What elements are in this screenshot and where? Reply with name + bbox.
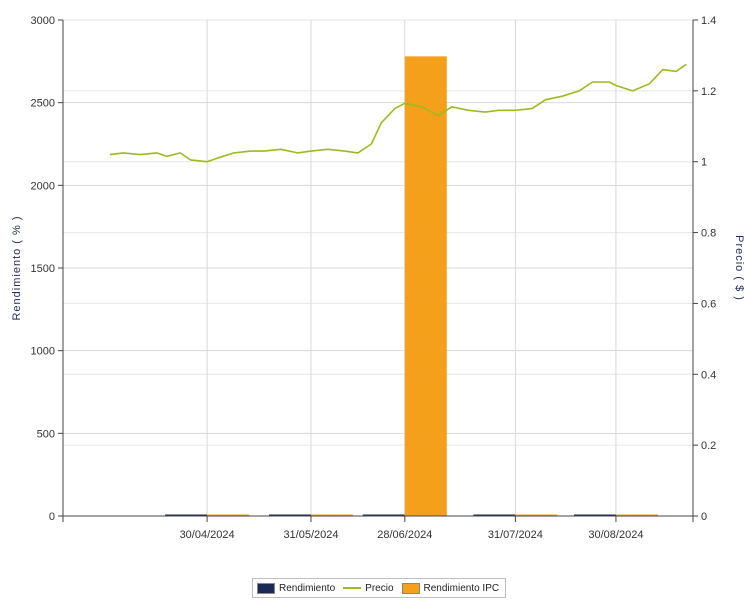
right-axis-ticks: 0 0.2 0.4 0.6 0.8 1 1.2 1.4 <box>693 15 716 523</box>
right-tick-label: 1.2 <box>701 86 716 98</box>
right-axis-title: Precio ( $ ) <box>733 235 744 301</box>
right-tick-label: 0.4 <box>701 369 716 381</box>
x-tick-label: 31/07/2024 <box>488 529 543 541</box>
left-tick-label: 0 <box>49 511 55 523</box>
bar-rendimiento-ipc <box>515 514 558 516</box>
bar-rendimiento <box>573 514 616 516</box>
right-tick-label: 0 <box>701 511 707 523</box>
left-axis-title: Rendimiento ( % ) <box>11 215 23 320</box>
legend-swatch <box>257 582 275 594</box>
right-tick-label: 1.4 <box>701 15 716 27</box>
x-tick-label: 28/06/2024 <box>377 529 432 541</box>
bar-rendimiento <box>268 514 311 516</box>
right-tick-label: 1 <box>701 157 707 169</box>
legend-item-rendimiento-ipc: Rendimiento IPC <box>401 582 500 594</box>
legend-item-precio: Precio <box>343 582 394 594</box>
x-tick-label: 30/04/2024 <box>180 529 235 541</box>
x-tick-label: 30/08/2024 <box>588 529 643 541</box>
left-tick-label: 2500 <box>31 98 55 110</box>
legend: Rendimiento Precio Rendimiento IPC <box>252 578 507 598</box>
left-tick-label: 1000 <box>31 346 55 358</box>
legend-item-rendimiento: Rendimiento <box>257 582 336 594</box>
legend-label: Rendimiento IPC <box>423 582 500 594</box>
left-tick-label: 500 <box>37 428 55 440</box>
left-axis-ticks: 0 500 1000 1500 2000 2500 3000 <box>31 15 63 523</box>
right-tick-label: 0.2 <box>701 440 716 452</box>
bar-rendimiento-ipc <box>404 56 447 517</box>
left-tick-label: 2000 <box>31 180 55 192</box>
bar-rendimiento <box>473 514 516 516</box>
chart: 0 500 1000 1500 2000 2500 3000 0 0.2 0.4 0.6 0.8 1 1… <box>11 15 744 541</box>
legend-swatch <box>343 587 362 589</box>
x-tick-label: 31/05/2024 <box>283 529 338 541</box>
grid-lines <box>63 19 693 517</box>
bar-rendimiento-ipc <box>207 514 250 516</box>
legend-label: Rendimiento <box>279 582 336 594</box>
bar-series <box>165 56 658 517</box>
right-tick-label: 0.8 <box>701 228 716 240</box>
bar-rendimiento <box>165 514 208 516</box>
price-line-series <box>109 63 687 163</box>
legend-swatch <box>401 582 420 594</box>
left-tick-label: 1500 <box>31 263 55 275</box>
left-tick-label: 3000 <box>31 15 55 27</box>
price-line <box>109 63 687 163</box>
right-tick-label: 0.6 <box>701 298 716 310</box>
bar-rendimiento-ipc <box>310 514 353 516</box>
bar-rendimiento-ipc <box>615 514 658 516</box>
x-axis-ticks: 30/04/2024 31/05/2024 28/06/2024 31/07/2024… <box>62 516 694 541</box>
bar-rendimiento <box>362 514 405 516</box>
legend-label: Precio <box>365 582 394 594</box>
